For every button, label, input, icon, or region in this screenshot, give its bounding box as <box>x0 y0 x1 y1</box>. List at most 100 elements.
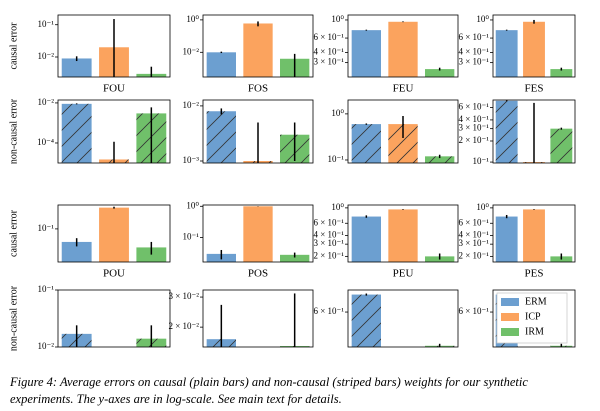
y-tick-label: 6 × 10⁻¹ <box>313 306 344 316</box>
bar-hatch <box>351 294 381 347</box>
bar-hatch <box>61 103 92 163</box>
axes-frame <box>57 289 171 348</box>
axes-frame <box>202 204 314 263</box>
y-tick-label: 6 × 10⁻¹ <box>313 32 344 42</box>
bar <box>523 209 545 262</box>
x-label: FOS <box>248 83 268 95</box>
x-label: POS <box>248 268 268 280</box>
caption: Figure 4: Average errors on causal (plai… <box>10 375 528 406</box>
bar <box>61 241 92 262</box>
bar <box>388 21 418 77</box>
plot <box>351 21 455 77</box>
y-label: causal error <box>8 22 19 70</box>
plot <box>206 21 310 77</box>
y-tick-label: 6 × 10⁻¹ <box>458 32 489 42</box>
y-tick-label: 3 × 10⁻¹ <box>458 123 489 133</box>
y-tick-label: 10⁻² <box>183 46 200 56</box>
y-tick-label: 10⁰ <box>476 14 489 24</box>
plot <box>61 325 167 347</box>
bar <box>99 207 129 262</box>
axes-frame <box>347 99 459 164</box>
y-tick-label: 3 × 10⁻¹ <box>313 238 344 248</box>
plot <box>206 108 310 163</box>
axes-frame <box>492 289 576 348</box>
axes-frame <box>492 99 576 164</box>
bar <box>280 254 310 262</box>
y-tick-label: 10⁻⁴ <box>37 137 54 147</box>
bar <box>351 30 381 77</box>
axes-frame <box>202 99 314 164</box>
y-tick-label: 10⁻¹ <box>38 284 55 294</box>
plot <box>495 19 573 77</box>
y-tick-label: 3 × 10⁻¹ <box>313 57 344 67</box>
x-label: FOU <box>103 83 125 95</box>
x-label: FEU <box>393 83 414 95</box>
bar <box>550 69 573 77</box>
y-tick-label: 10⁻² <box>38 341 55 351</box>
y-tick-label: 10⁰ <box>331 202 344 212</box>
y-tick-label: 10⁻¹ <box>38 223 55 233</box>
plot <box>206 206 310 262</box>
legend-swatch <box>501 328 519 336</box>
axes-frame <box>202 14 314 78</box>
bar-hatch <box>425 156 455 163</box>
x-label: PEU <box>393 268 414 280</box>
axes-frame <box>202 289 314 348</box>
bar <box>425 69 455 77</box>
legend-swatch <box>501 298 519 306</box>
y-tick-label: 10⁻¹ <box>38 19 55 29</box>
axes-frame <box>347 289 459 348</box>
y-tick-label: 3 × 10⁻² <box>168 291 199 301</box>
y-tick-label: 10⁻² <box>38 51 55 61</box>
y-tick-label: 6 × 10⁻¹ <box>313 217 344 227</box>
plot <box>61 206 167 262</box>
y-tick-label: 2 × 10⁻¹ <box>458 250 489 260</box>
plot <box>495 100 573 163</box>
figure: 10⁻² 10⁻¹ FOU causal error 10⁻² 10⁰ FOS 3 × 10⁻… <box>8 14 576 351</box>
y-tick-label: 4 × 10⁻¹ <box>313 46 344 56</box>
legend-label: IRM <box>525 326 544 337</box>
bar <box>495 30 518 77</box>
plot <box>351 209 455 262</box>
y-tick-label: 2 × 10⁻² <box>168 321 199 331</box>
bar <box>243 23 273 77</box>
y-tick-label: 10⁰ <box>186 200 199 210</box>
bar <box>243 206 273 262</box>
bar-hatch <box>550 128 573 163</box>
plot <box>61 103 167 163</box>
bar-hatch <box>206 111 236 163</box>
y-tick-label: 10⁰ <box>186 14 199 24</box>
bar <box>61 58 92 77</box>
y-tick-label: 10⁰ <box>331 108 344 118</box>
plot <box>351 293 455 347</box>
axes-frame <box>57 99 171 164</box>
x-label: FES <box>525 83 544 95</box>
bar <box>388 209 418 262</box>
y-label: non-causal error <box>8 285 19 351</box>
y-tick-label: 10⁻¹ <box>473 156 490 166</box>
y-tick-label: 4 × 10⁻¹ <box>458 46 489 56</box>
bar <box>495 216 518 262</box>
y-tick-label: 10⁻³ <box>183 155 200 165</box>
x-label: POU <box>103 268 125 280</box>
x-label: PES <box>525 268 544 280</box>
plot <box>495 209 573 262</box>
bar-hatch <box>351 124 381 163</box>
axes-frame <box>57 204 171 263</box>
axes-frame <box>347 14 459 78</box>
y-tick-label: 10⁻¹ <box>183 232 200 242</box>
axes-frame <box>347 204 459 263</box>
plot <box>351 115 455 163</box>
bar-hatch <box>495 100 518 163</box>
axes-frame <box>492 14 576 78</box>
legend-swatch <box>501 313 519 321</box>
y-label: non-causal error <box>8 98 19 164</box>
y-tick-label: 2 × 10⁻¹ <box>458 135 489 145</box>
y-tick-label: 3 × 10⁻¹ <box>458 57 489 67</box>
y-tick-label: 3 × 10⁻¹ <box>458 238 489 248</box>
y-tick-label: 2 × 10⁻¹ <box>313 250 344 260</box>
y-label: causal error <box>8 209 19 257</box>
y-tick-label: 6 × 10⁻¹ <box>458 217 489 227</box>
bar <box>136 247 167 262</box>
